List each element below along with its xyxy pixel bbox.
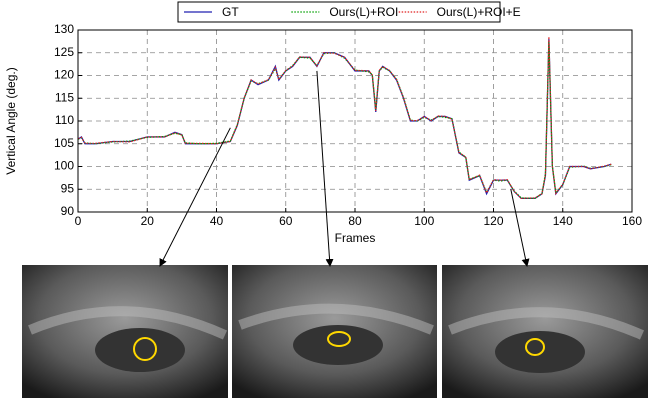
y-tick-label: 100 (54, 159, 74, 173)
y-tick-label: 125 (54, 45, 74, 59)
callout-arrow (510, 189, 530, 267)
x-tick-label: 80 (348, 214, 362, 228)
x-tick-label: 0 (75, 214, 82, 228)
plot-frame (77, 29, 633, 213)
legend-label: GT (222, 5, 239, 19)
legend-box (177, 1, 501, 23)
x-tick-label: 60 (279, 214, 293, 228)
x-tick-label: 40 (210, 214, 224, 228)
x-tick-label: 140 (553, 214, 573, 228)
y-tick-label: 115 (55, 90, 74, 104)
y-tick-label: 110 (55, 113, 74, 127)
x-tick-label: 160 (622, 214, 642, 228)
y-tick-label: 130 (54, 22, 74, 36)
y-tick-label: 90 (61, 204, 75, 218)
eye-image (442, 265, 648, 398)
legend-label: Ours(L)+ROI+E (437, 5, 521, 19)
eye-images (22, 265, 648, 398)
x-tick-label: 120 (483, 214, 503, 228)
y-axis-label: Vertical Angle (deg.) (4, 67, 18, 174)
callout-arrow (159, 127, 231, 267)
eye-image (232, 265, 437, 398)
callout-arrow (316, 70, 334, 267)
x-tick-label: 20 (141, 214, 155, 228)
y-tick-label: 95 (61, 181, 75, 195)
y-tick-label: 120 (54, 68, 74, 82)
legend-label: Ours(L)+ROI (329, 5, 398, 19)
series-line (77, 36, 612, 199)
x-axis-label: Frames (335, 231, 376, 245)
x-tick-label: 100 (414, 214, 434, 228)
y-tick-label: 105 (54, 136, 74, 150)
eye-image (22, 265, 228, 398)
